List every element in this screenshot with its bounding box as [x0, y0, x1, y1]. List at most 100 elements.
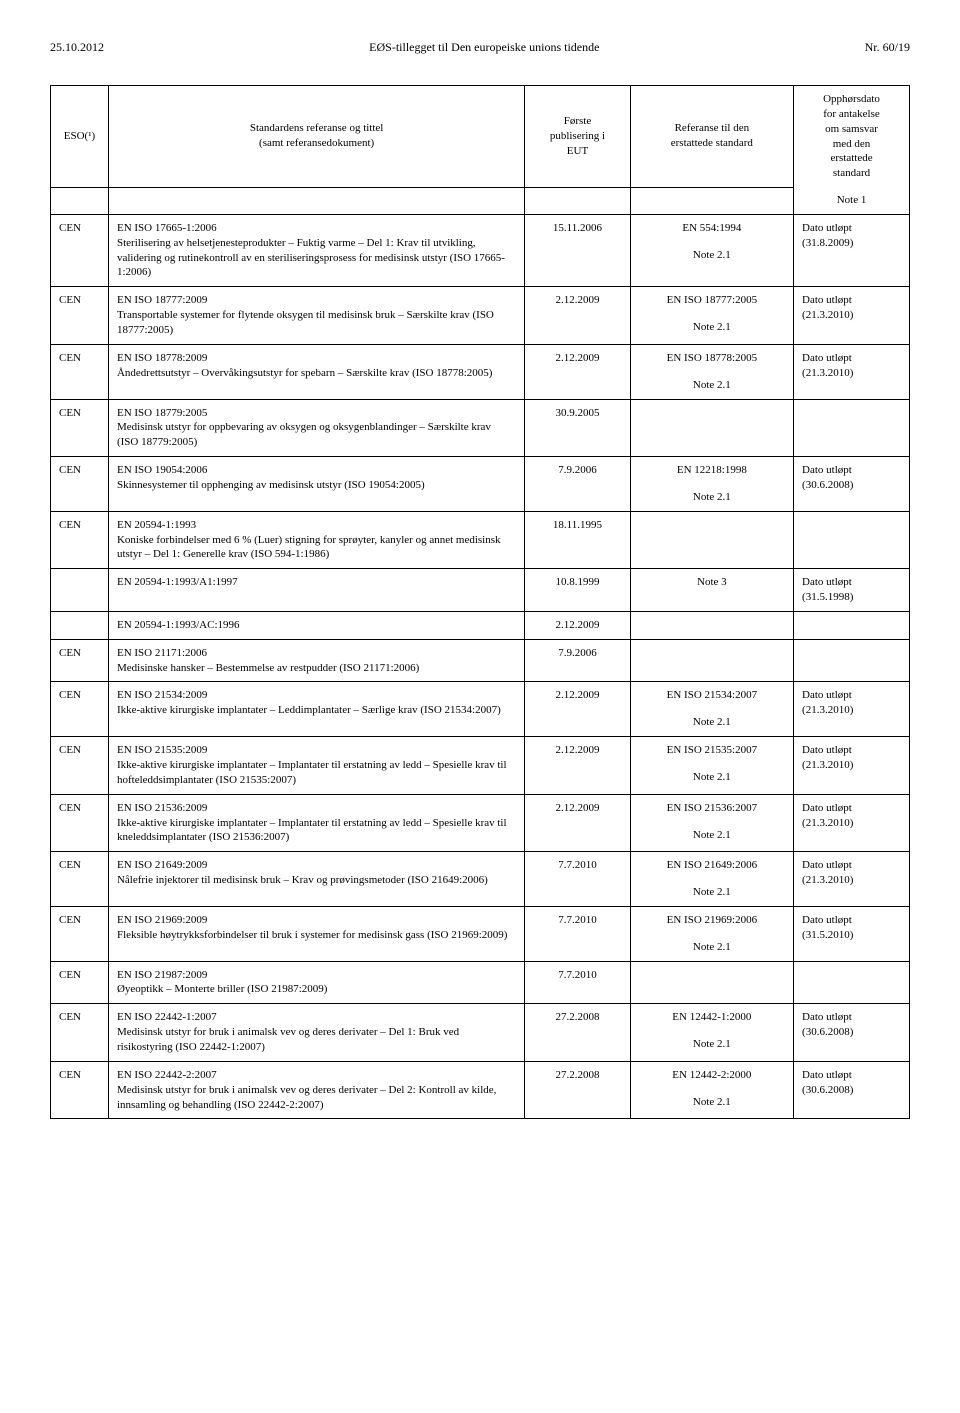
cell-standard: EN ISO 22442-1:2007Medisinsk utstyr for …	[108, 1004, 524, 1062]
ref-note: Note 2.1	[639, 378, 785, 393]
cell-standard: EN ISO 18779:2005Medisinsk utstyr for op…	[108, 399, 524, 457]
cell-standard: EN ISO 18778:2009Åndedrettsutstyr – Over…	[108, 344, 524, 399]
std-desc: Nålefrie injektorer til medisinsk bruk –…	[117, 873, 516, 888]
ref-note: Note 2.1	[639, 770, 785, 785]
cell-opp: Dato utløpt (21.3.2010)	[794, 682, 910, 737]
cell-opp	[794, 611, 910, 639]
cell-ref: Note 3	[630, 569, 793, 612]
ref-note: Note 2.1	[639, 828, 785, 843]
ref-note: Note 2.1	[639, 320, 785, 335]
table-row: CENEN ISO 21535:2009Ikke-aktive kirurgis…	[51, 737, 910, 795]
std-desc: Ikke-aktive kirurgiske implantater – Led…	[117, 703, 516, 718]
std-desc: Medisinsk utstyr for bruk i animalsk vev…	[117, 1025, 516, 1055]
ref-note: Note 2.1	[639, 248, 785, 263]
table-body: CENEN ISO 17665-1:2006Sterilisering av h…	[51, 214, 910, 1118]
table-row: CENEN ISO 17665-1:2006Sterilisering av h…	[51, 214, 910, 286]
cell-eso: CEN	[51, 344, 109, 399]
std-code: EN ISO 21536:2009	[117, 801, 516, 816]
std-code: EN ISO 21987:2009	[117, 968, 516, 983]
std-desc: Øyeoptikk – Monterte briller (ISO 21987:…	[117, 982, 516, 997]
cell-ref: EN ISO 21535:2007Note 2.1	[630, 737, 793, 795]
cell-eso: CEN	[51, 399, 109, 457]
cell-opp: Dato utløpt (21.3.2010)	[794, 794, 910, 852]
std-desc: Medisinsk utstyr for bruk i animalsk vev…	[117, 1083, 516, 1113]
std-code: EN ISO 21535:2009	[117, 743, 516, 758]
table-row: CENEN ISO 21649:2009Nålefrie injektorer …	[51, 852, 910, 907]
cell-opp	[794, 961, 910, 1004]
cell-eso: CEN	[51, 682, 109, 737]
cell-ref: EN ISO 21649:2006Note 2.1	[630, 852, 793, 907]
col-opp: Opphørsdato for antakelse om samsvar med…	[794, 86, 910, 188]
cell-pub: 15.11.2006	[525, 214, 630, 286]
cell-standard: EN 20594-1:1993Koniske forbindelser med …	[108, 511, 524, 569]
ref-note: Note 2.1	[639, 940, 785, 955]
std-desc: Åndedrettsutstyr – Overvåkingsutstyr for…	[117, 366, 516, 381]
cell-ref: EN 12442-1:2000Note 2.1	[630, 1004, 793, 1062]
cell-standard: EN ISO 22442-2:2007Medisinsk utstyr for …	[108, 1061, 524, 1119]
cell-ref	[630, 961, 793, 1004]
std-code: EN ISO 19054:2006	[117, 463, 516, 478]
cell-pub: 2.12.2009	[525, 682, 630, 737]
cell-standard: EN ISO 19054:2006Skinnesystemer til opph…	[108, 457, 524, 512]
table-row: CENEN ISO 21171:2006Medisinske hansker –…	[51, 639, 910, 682]
std-code: EN ISO 22442-2:2007	[117, 1068, 516, 1083]
std-desc: Sterilisering av helsetjenesteprodukter …	[117, 236, 516, 281]
col-pub: Første publisering i EUT	[525, 86, 630, 188]
table-row: CENEN ISO 21969:2009Fleksible høytrykksf…	[51, 906, 910, 961]
cell-opp	[794, 399, 910, 457]
cell-ref	[630, 639, 793, 682]
cell-ref: EN ISO 21534:2007Note 2.1	[630, 682, 793, 737]
std-desc: Medisinske hansker – Bestemmelse av rest…	[117, 661, 516, 676]
cell-pub: 2.12.2009	[525, 794, 630, 852]
std-code: EN ISO 18779:2005	[117, 406, 516, 421]
cell-pub: 7.9.2006	[525, 639, 630, 682]
cell-standard: EN 20594-1:1993/A1:1997	[108, 569, 524, 612]
ref-value: EN 554:1994	[682, 222, 741, 234]
std-desc: Ikke-aktive kirurgiske implantater – Imp…	[117, 816, 516, 846]
cell-eso: CEN	[51, 1004, 109, 1062]
cell-eso: CEN	[51, 457, 109, 512]
cell-pub: 2.12.2009	[525, 344, 630, 399]
cell-eso: CEN	[51, 214, 109, 286]
ref-value: EN ISO 21536:2007	[667, 802, 757, 814]
ref-value: EN ISO 21969:2006	[667, 914, 757, 926]
cell-standard: EN ISO 21534:2009Ikke-aktive kirurgiske …	[108, 682, 524, 737]
std-desc: Fleksible høytrykksforbindelser til bruk…	[117, 928, 516, 943]
cell-ref: EN 12218:1998Note 2.1	[630, 457, 793, 512]
table-row: EN 20594-1:1993/A1:199710.8.1999Note 3Da…	[51, 569, 910, 612]
std-code: EN ISO 21171:2006	[117, 646, 516, 661]
cell-pub: 2.12.2009	[525, 287, 630, 345]
header-center: EØS-tillegget til Den europeiske unions …	[369, 40, 599, 55]
ref-value: EN 12442-1:2000	[672, 1011, 751, 1023]
cell-ref: EN 12442-2:2000Note 2.1	[630, 1061, 793, 1119]
cell-opp: Dato utløpt (21.3.2010)	[794, 344, 910, 399]
std-code: EN ISO 18777:2009	[117, 293, 516, 308]
cell-standard: EN ISO 21987:2009Øyeoptikk – Monterte br…	[108, 961, 524, 1004]
note1-cell: Note 1	[794, 187, 910, 214]
col-eso: ESO(¹)	[51, 86, 109, 188]
std-desc: Skinnesystemer til opphenging av medisin…	[117, 478, 516, 493]
cell-pub: 2.12.2009	[525, 611, 630, 639]
ref-value: EN ISO 21649:2006	[667, 859, 757, 871]
table-row: CENEN ISO 21534:2009Ikke-aktive kirurgis…	[51, 682, 910, 737]
std-desc: Transportable systemer for flytende oksy…	[117, 308, 516, 338]
cell-opp: Dato utløpt (21.3.2010)	[794, 852, 910, 907]
ref-value: EN 12218:1998	[677, 464, 747, 476]
cell-eso: CEN	[51, 852, 109, 907]
page-header: 25.10.2012 EØS-tillegget til Den europei…	[50, 40, 910, 55]
table-row: CENEN ISO 19054:2006Skinnesystemer til o…	[51, 457, 910, 512]
cell-ref	[630, 511, 793, 569]
cell-opp: Dato utløpt (21.3.2010)	[794, 737, 910, 795]
cell-opp: Dato utløpt (31.5.2010)	[794, 906, 910, 961]
cell-eso	[51, 569, 109, 612]
cell-pub: 7.7.2010	[525, 961, 630, 1004]
cell-ref: EN ISO 21536:2007 Note 2.1	[630, 794, 793, 852]
cell-standard: EN ISO 18777:2009Transportable systemer …	[108, 287, 524, 345]
cell-ref: EN ISO 21969:2006 Note 2.1	[630, 906, 793, 961]
table-row: CENEN 20594-1:1993Koniske forbindelser m…	[51, 511, 910, 569]
cell-eso: CEN	[51, 639, 109, 682]
cell-eso: CEN	[51, 906, 109, 961]
std-desc: Medisinsk utstyr for oppbevaring av oksy…	[117, 420, 516, 450]
cell-standard: EN ISO 21171:2006Medisinske hansker – Be…	[108, 639, 524, 682]
cell-eso: CEN	[51, 794, 109, 852]
